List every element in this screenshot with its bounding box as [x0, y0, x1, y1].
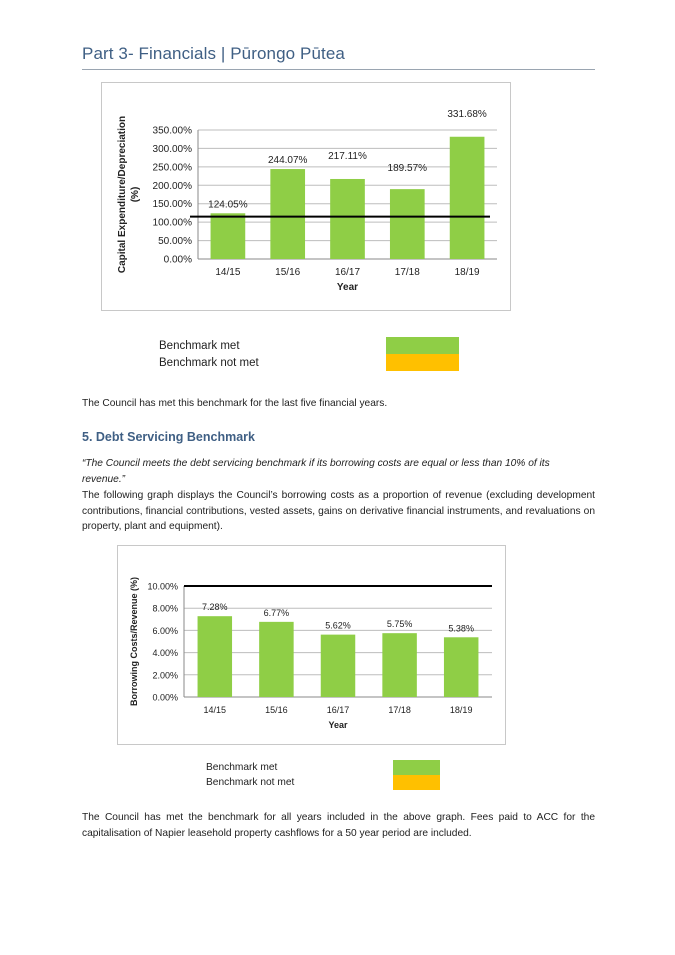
chart2-y-tick-label: 8.00%	[152, 604, 178, 614]
chart2-x-tick-label: 16/17	[327, 705, 350, 715]
chart1-legend: Benchmark met Benchmark not met	[159, 338, 259, 372]
chart1-y-tick-label: 0.00%	[164, 255, 192, 266]
chart1-x-axis-title: Year	[337, 282, 358, 293]
chart1-bar	[330, 178, 365, 259]
page-title: Part 3- Financials | Pūrongo Pūtea	[82, 44, 345, 63]
chart2-x-tick-label: 17/18	[388, 705, 411, 715]
chart2-bar	[197, 616, 233, 697]
chart1-data-label: 217.11%	[328, 151, 367, 162]
chart2-data-label: 6.77%	[264, 608, 290, 618]
capex-chart-svg: 0.00% 50.00% 100.00% 150.00% 200.00% 250.00% 3…	[117, 109, 497, 293]
chart1-x-tick-label: 14/15	[215, 267, 240, 278]
chart1-y-tick-label: 50.00%	[158, 236, 192, 247]
chart1-legend-met: Benchmark met	[159, 340, 240, 352]
chart1-swatch-met	[386, 337, 459, 354]
chart1-y-axis-title-line: (%)	[130, 187, 141, 203]
chart2-data-label: 5.38%	[448, 623, 474, 633]
chart2-data-label: 5.62%	[325, 621, 351, 631]
chart1-data-label: 331.68%	[447, 109, 487, 120]
chart1-legend-not-met: Benchmark not met	[159, 357, 259, 369]
chart1-y-axis-title: Capital Expenditure/Depreciation (%)	[117, 116, 141, 273]
chart1-x-tick-label: 15/16	[275, 267, 300, 278]
title-divider	[82, 69, 595, 70]
chart2-bar	[382, 633, 417, 697]
chart1-data-label: 244.07%	[268, 155, 308, 166]
chart2-x-axis-title: Year	[328, 720, 348, 730]
chart2-swatch-not-met	[393, 775, 440, 790]
chart1-y-tick-label: 300.00%	[153, 144, 193, 155]
chart1-bar	[270, 169, 306, 259]
chart1-bar	[210, 213, 246, 259]
chart1-x-tick-label: 17/18	[395, 267, 420, 278]
chart1-y-tick-label: 150.00%	[153, 199, 193, 210]
chart1-bar	[389, 189, 425, 259]
chart1-data-label: 124.05%	[208, 199, 248, 210]
chart1-data-label: 189.57%	[388, 163, 428, 174]
chart2-bar	[320, 634, 356, 697]
paragraph-benchmark-met: The Council has met this benchmark for t…	[82, 398, 388, 409]
chart2-x-tick-label: 15/16	[265, 705, 288, 715]
chart2-bar	[443, 637, 479, 697]
chart1-y-tick-label: 100.00%	[153, 218, 193, 229]
chart2-legend: Benchmark met Benchmark not met	[206, 760, 294, 790]
chart2-y-tick-label: 4.00%	[152, 648, 178, 658]
benchmark-quote: “The Council meets the debt servicing be…	[82, 458, 550, 485]
chart2-x-tick-label: 14/15	[204, 705, 227, 715]
chart1-x-tick-label: 16/17	[335, 267, 360, 278]
paragraph-conclusion: The Council has met the benchmark for al…	[82, 812, 595, 839]
chart1-y-tick-label: 200.00%	[153, 181, 193, 192]
chart2-data-label: 7.28%	[202, 602, 228, 612]
chart2-y-axis-title: Borrowing Costs/Revenue (%)	[129, 577, 139, 706]
chart1-swatch-not-met	[386, 354, 459, 371]
capex-chart: 0.00% 50.00% 100.00% 150.00% 200.00% 250.00% 3…	[101, 82, 511, 311]
chart2-y-tick-label: 6.00%	[152, 626, 178, 636]
chart2-y-tick-label: 2.00%	[152, 670, 178, 680]
chart2-legend-met: Benchmark met	[206, 762, 278, 773]
chart1-y-tick-label: 350.00%	[153, 126, 193, 137]
section-heading: 5. Debt Servicing Benchmark	[82, 430, 255, 444]
chart1-x-tick-label: 18/19	[455, 267, 480, 278]
chart1-y-tick-label: 250.00%	[153, 162, 193, 173]
chart2-x-tick-label: 18/19	[450, 705, 473, 715]
chart1-y-axis-title-line: Capital Expenditure/Depreciation	[117, 116, 128, 273]
chart2-data-label: 5.75%	[387, 619, 413, 629]
borrowing-chart-svg: 0.00% 2.00% 4.00% 6.00% 8.00% 10.00% 14/15 7.28…	[129, 577, 492, 730]
chart2-y-tick-label: 10.00%	[147, 582, 178, 592]
chart2-y-tick-label: 0.00%	[152, 693, 178, 703]
paragraph-graph-description: The following graph displays the Council…	[82, 490, 595, 532]
chart2-bar	[259, 621, 294, 697]
chart2-swatch-met	[393, 760, 440, 775]
borrowing-chart: 0.00% 2.00% 4.00% 6.00% 8.00% 10.00% 14/15 7.28…	[117, 545, 506, 745]
chart1-bar	[449, 136, 485, 259]
chart2-legend-not-met: Benchmark not met	[206, 777, 295, 788]
